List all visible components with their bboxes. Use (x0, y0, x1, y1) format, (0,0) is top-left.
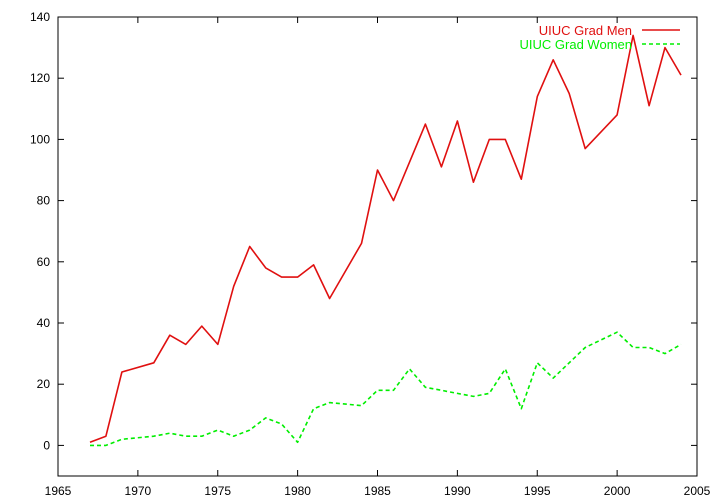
series-line-1 (89, 34, 682, 444)
x-tick-label: 1990 (444, 484, 471, 498)
y-tick-label: 20 (37, 377, 51, 391)
y-tick-label: 100 (30, 132, 50, 146)
plot-frame (57, 16, 698, 477)
legend-label-1: UIUC Grad Men (539, 23, 632, 38)
y-tick-label: 80 (37, 194, 51, 208)
y-tick-label: 140 (30, 10, 50, 24)
x-tick-label: 2005 (684, 484, 711, 498)
series-lines (89, 34, 682, 447)
x-tick-label: 1995 (524, 484, 551, 498)
y-tick-label: 40 (37, 316, 51, 330)
y-tick-label: 120 (30, 71, 50, 85)
x-tick-label: 1970 (125, 484, 152, 498)
y-tick-label: 60 (37, 255, 51, 269)
legend-label-2: UIUC Grad Women (520, 37, 632, 52)
series-line-2 (90, 331, 682, 447)
x-tick-label: 2000 (604, 484, 631, 498)
x-tick-label: 1980 (284, 484, 311, 498)
x-tick-label: 1985 (364, 484, 391, 498)
x-tick-label: 1965 (45, 484, 72, 498)
axis-ticks: 0 20 40 60 80 100 120 140 1965 1970 1975 1980 1985 19… (30, 10, 711, 498)
y-tick-label: 0 (43, 438, 50, 452)
x-tick-label: 1975 (204, 484, 231, 498)
